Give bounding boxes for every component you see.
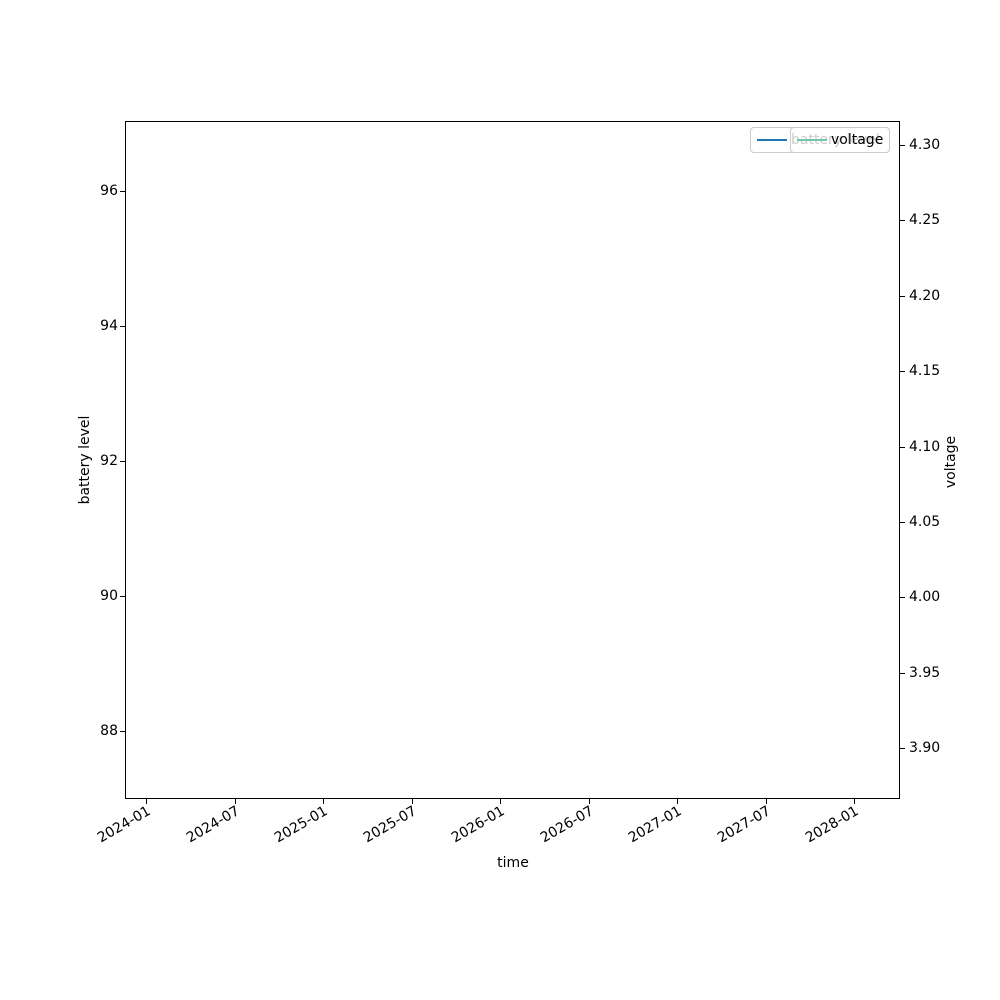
legend-voltage-label: voltage bbox=[831, 132, 884, 148]
y-left-tick-mark bbox=[120, 596, 125, 597]
y-right-tick-label: 4.00 bbox=[909, 589, 941, 605]
x-tick-label: 2027-01 bbox=[625, 803, 685, 847]
x-tick-label: 2026-01 bbox=[448, 803, 508, 847]
y-right-tick-label: 4.05 bbox=[909, 514, 941, 530]
y-right-tick-mark bbox=[900, 371, 905, 372]
x-tick-mark bbox=[500, 799, 501, 804]
y-right-tick-mark bbox=[900, 748, 905, 749]
y-right-tick-label: 4.25 bbox=[909, 212, 941, 228]
x-tick-mark bbox=[146, 799, 147, 804]
y-right-tick-mark bbox=[900, 673, 905, 674]
x-tick-label: 2024-01 bbox=[94, 803, 154, 847]
y-left-tick-label: 88 bbox=[100, 723, 118, 739]
x-tick-label: 2028-01 bbox=[802, 803, 862, 847]
voltage-line-sample bbox=[797, 139, 827, 141]
y-right-tick-mark bbox=[900, 296, 905, 297]
y-axis-label-left: battery level bbox=[77, 415, 93, 505]
y-right-tick-label: 4.15 bbox=[909, 363, 941, 379]
y-right-tick-label: 4.20 bbox=[909, 288, 941, 304]
x-tick-mark bbox=[766, 799, 767, 804]
y-right-tick-mark bbox=[900, 145, 905, 146]
y-left-tick-mark bbox=[120, 191, 125, 192]
y-left-tick-label: 96 bbox=[100, 183, 118, 199]
plot-area bbox=[125, 121, 900, 799]
y-right-tick-label: 3.90 bbox=[909, 740, 941, 756]
y-right-tick-mark bbox=[900, 522, 905, 523]
y-left-tick-mark bbox=[120, 461, 125, 462]
x-tick-label: 2025-01 bbox=[271, 803, 331, 847]
x-tick-mark bbox=[412, 799, 413, 804]
x-tick-mark bbox=[677, 799, 678, 804]
y-left-tick-label: 94 bbox=[100, 318, 118, 334]
y-left-tick-mark bbox=[120, 731, 125, 732]
battery-level-line-sample bbox=[757, 139, 787, 141]
y-left-tick-label: 92 bbox=[100, 453, 118, 469]
x-tick-mark bbox=[323, 799, 324, 804]
y-right-tick-mark bbox=[900, 597, 905, 598]
y-right-tick-label: 4.30 bbox=[909, 137, 941, 153]
x-tick-mark bbox=[854, 799, 855, 804]
y-right-tick-mark bbox=[900, 220, 905, 221]
x-tick-mark bbox=[235, 799, 236, 804]
y-left-tick-mark bbox=[120, 326, 125, 327]
y-axis-label-right: voltage bbox=[943, 435, 959, 489]
y-right-tick-label: 3.95 bbox=[909, 665, 941, 681]
y-right-tick-mark bbox=[900, 447, 905, 448]
y-left-tick-label: 90 bbox=[100, 588, 118, 604]
x-tick-mark bbox=[589, 799, 590, 804]
x-axis-label: time bbox=[497, 855, 529, 871]
legend-voltage: voltage bbox=[790, 127, 890, 153]
y-right-tick-label: 4.10 bbox=[909, 439, 941, 455]
